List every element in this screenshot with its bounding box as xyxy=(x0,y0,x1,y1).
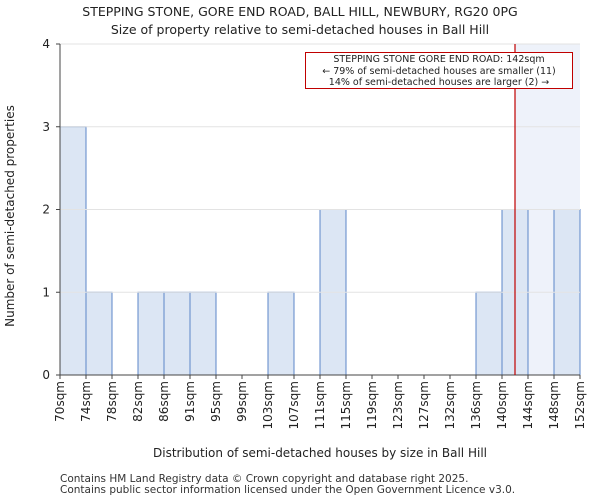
x-tick-label: 107sqm xyxy=(287,381,301,429)
y-tick-label: 4 xyxy=(42,37,50,51)
x-tick-label: 82sqm xyxy=(131,381,145,422)
annotation-line-3: 14% of semi-detached houses are larger (… xyxy=(328,77,550,88)
y-tick-label: 3 xyxy=(42,120,50,134)
footer-line-1: Contains HM Land Registry data © Crown c… xyxy=(60,473,469,485)
y-tick-label: 2 xyxy=(42,203,50,217)
x-tick-label: 132sqm xyxy=(443,381,457,429)
y-tick-label: 1 xyxy=(42,285,50,299)
x-tick-label: 119sqm xyxy=(365,381,379,429)
x-tick-label: 136sqm xyxy=(469,381,483,429)
x-tick-label: 123sqm xyxy=(391,381,405,429)
x-tick-label: 144sqm xyxy=(521,381,535,429)
annotation-box: STEPPING STONE GORE END ROAD: 142sqm ← 7… xyxy=(305,52,573,89)
chart-subtitle: Size of property relative to semi-detach… xyxy=(110,22,490,37)
y-axis-label: Number of semi-detached properties xyxy=(3,105,17,327)
x-tick-label: 103sqm xyxy=(261,381,275,429)
x-axis-label: Distribution of semi-detached houses by … xyxy=(153,446,487,460)
chart-title: STEPPING STONE, GORE END ROAD, BALL HILL… xyxy=(82,4,518,19)
footer-line-2: Contains public sector information licen… xyxy=(60,484,516,496)
histogram-bar xyxy=(85,291,113,376)
histogram-bar xyxy=(137,291,165,376)
histogram-bar xyxy=(59,126,87,376)
y-tick-label: 0 xyxy=(42,368,50,382)
histogram-bar xyxy=(163,291,191,376)
x-tick-label: 127sqm xyxy=(417,381,431,429)
x-tick-label: 115sqm xyxy=(339,381,353,429)
x-tick-label: 95sqm xyxy=(209,381,223,422)
x-tick-label: 78sqm xyxy=(105,381,119,422)
x-tick-label: 148sqm xyxy=(547,381,561,429)
annotation-line-1: STEPPING STONE GORE END ROAD: 142sqm xyxy=(333,54,545,65)
x-tick-label: 99sqm xyxy=(235,381,249,422)
x-tick-label: 140sqm xyxy=(495,381,509,429)
x-tick-label: 70sqm xyxy=(53,381,67,422)
x-tick-label: 111sqm xyxy=(313,381,327,429)
x-tick-label: 74sqm xyxy=(79,381,93,422)
x-tick-label: 152sqm xyxy=(573,381,587,429)
histogram-bar xyxy=(475,291,503,376)
annotation-line-2: ← 79% of semi-detached houses are smalle… xyxy=(322,65,556,77)
x-tick-label: 86sqm xyxy=(157,381,171,422)
histogram-bar xyxy=(267,291,295,376)
x-tick-label: 91sqm xyxy=(183,381,197,422)
histogram-bar xyxy=(189,291,217,376)
